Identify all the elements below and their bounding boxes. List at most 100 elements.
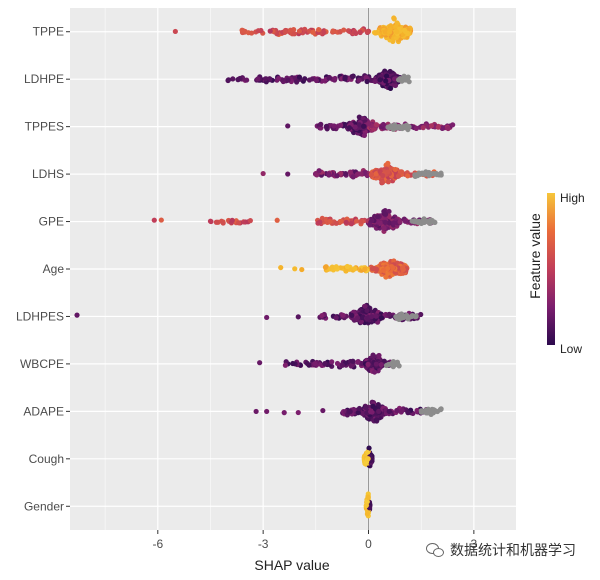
outlier-point [248,30,255,36]
data-point [420,125,426,131]
feature-points-wbcpe [257,352,402,375]
data-point [310,29,316,35]
data-point [380,267,387,273]
feature-points-ldhpes [74,302,424,326]
missing-point [436,172,442,178]
data-point [385,160,391,166]
data-point [373,313,379,319]
data-point [296,74,303,80]
data-point [402,218,408,224]
data-point [405,173,411,179]
data-point [356,122,362,128]
feature-labels: TPPE LDHPE TPPES LDHS GPE Age LDHPES WBCPE ADAPE… [16,25,70,513]
data-point [330,28,336,34]
legend-low-label: Low [560,342,582,356]
data-point [339,362,345,368]
data-point [381,225,387,231]
wechat-icon [426,543,444,557]
data-point [364,511,371,517]
outlier-point [247,218,253,224]
missing-point [392,361,398,367]
outlier-point [151,217,157,223]
data-point [371,369,378,375]
missing-point [401,73,407,79]
data-point [363,75,369,81]
outlier-point [264,314,270,321]
feature-label-tppe: TPPE [33,25,64,39]
data-point [291,31,298,37]
data-point [282,29,288,35]
data-point [329,359,335,365]
feature-points-tppes [285,114,456,138]
outlier-point [257,360,263,366]
feature-label-gender: Gender [24,499,64,513]
outlier-point [299,266,305,273]
data-point [365,361,371,367]
x-tick-label: -3 [258,537,269,551]
feature-points-age [278,258,410,280]
data-point [386,408,392,415]
data-point [341,27,347,33]
data-point [400,265,406,271]
feature-label-ldhpe: LDHPE [24,72,64,86]
data-point [376,408,382,414]
legend-title: Feature value [527,213,543,299]
data-point [312,361,318,367]
feature-points-adape [253,399,444,424]
outlier-point [229,217,235,223]
data-point [373,361,379,367]
data-point [386,220,392,226]
data-point [365,315,371,321]
data-point [362,303,368,309]
data-point [445,125,451,132]
data-point [365,456,371,462]
data-point [388,23,394,29]
outlier-point [295,409,301,416]
data-point [358,219,364,225]
data-point [346,125,352,131]
feature-label-tppes: TPPES [25,120,64,134]
missing-point [397,76,403,82]
data-point [382,29,388,35]
data-point [304,360,311,367]
outlier-point [240,28,246,34]
data-point [386,311,392,317]
outlier-point [158,217,164,223]
data-point [302,26,308,32]
data-point [395,173,402,179]
data-point [350,174,356,180]
data-point [319,312,325,319]
outlier-point [281,410,287,416]
data-point [392,82,399,89]
feature-label-gpe: GPE [39,215,64,229]
data-point [366,120,372,127]
data-point [287,27,294,33]
data-point [343,268,349,274]
data-point [356,405,363,412]
data-point [332,75,338,82]
data-point [368,409,374,415]
data-point [316,27,322,33]
data-point [349,312,355,318]
data-point [353,218,360,224]
data-point [331,123,337,129]
data-point [378,315,385,321]
data-point [309,76,316,82]
data-point [354,315,361,321]
data-point [321,29,327,35]
data-point [380,173,386,179]
outlier-point [172,28,178,35]
data-point [387,68,393,75]
data-point [368,172,375,178]
data-points [74,15,456,519]
watermark-text: 数据统计和机器学习 [450,543,576,559]
data-point [355,410,361,416]
data-point [383,73,390,79]
data-point [333,315,339,321]
feature-label-ldhs: LDHS [32,167,64,181]
missing-point [426,173,432,179]
data-point [323,123,330,129]
data-point [348,221,355,227]
missing-point [405,314,411,320]
